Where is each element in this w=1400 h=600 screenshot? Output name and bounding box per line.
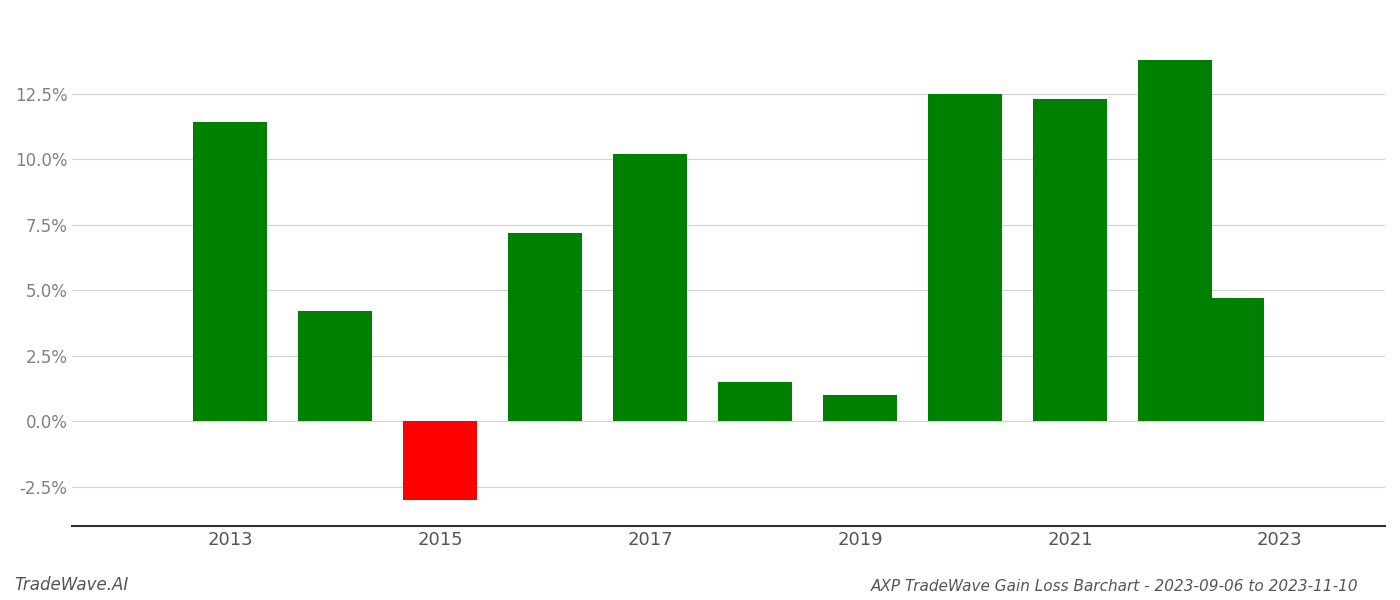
- Bar: [928, 94, 1002, 421]
- Bar: [1033, 99, 1107, 421]
- Bar: [403, 421, 477, 500]
- Text: TradeWave.AI: TradeWave.AI: [14, 576, 129, 594]
- Bar: [193, 122, 267, 421]
- Bar: [1138, 59, 1212, 421]
- Bar: [718, 382, 792, 421]
- Bar: [613, 154, 687, 421]
- Bar: [508, 233, 582, 421]
- Bar: [823, 395, 897, 421]
- Text: AXP TradeWave Gain Loss Barchart - 2023-09-06 to 2023-11-10: AXP TradeWave Gain Loss Barchart - 2023-…: [871, 579, 1358, 594]
- Bar: [1191, 298, 1264, 421]
- Bar: [298, 311, 372, 421]
